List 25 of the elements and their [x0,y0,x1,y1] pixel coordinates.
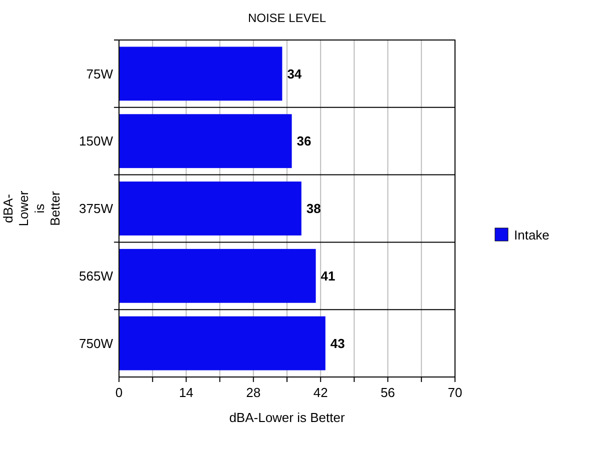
y-tick-label: 750W [79,336,114,351]
chart-title: NOISE LEVEL [248,11,326,25]
y-tick-label: 565W [79,268,114,284]
data-label: 38 [306,201,321,216]
x-tick-label: 0 [115,385,123,400]
data-label: 36 [296,134,312,149]
y-axis-title: dBA-Lower is Better [0,190,62,226]
bar [119,182,302,236]
bar [119,114,292,168]
x-axis-title: dBA-Lower is Better [229,410,346,425]
y-tick-label: 150W [79,134,114,149]
x-tick-label: 56 [380,385,396,400]
bar [119,316,326,370]
data-label: 43 [330,336,345,351]
bar [119,46,282,101]
legend-label: Intake [514,228,550,243]
data-label: 34 [287,66,302,82]
bar [119,248,316,303]
data-label: 41 [320,268,336,284]
y-tick-label: 75W [86,66,114,82]
x-tick-label: 70 [448,385,462,400]
x-tick-label: 42 [313,385,328,400]
x-tick-label: 28 [246,385,261,400]
y-tick-label: 375W [79,201,114,216]
x-tick-label: 14 [178,385,194,400]
